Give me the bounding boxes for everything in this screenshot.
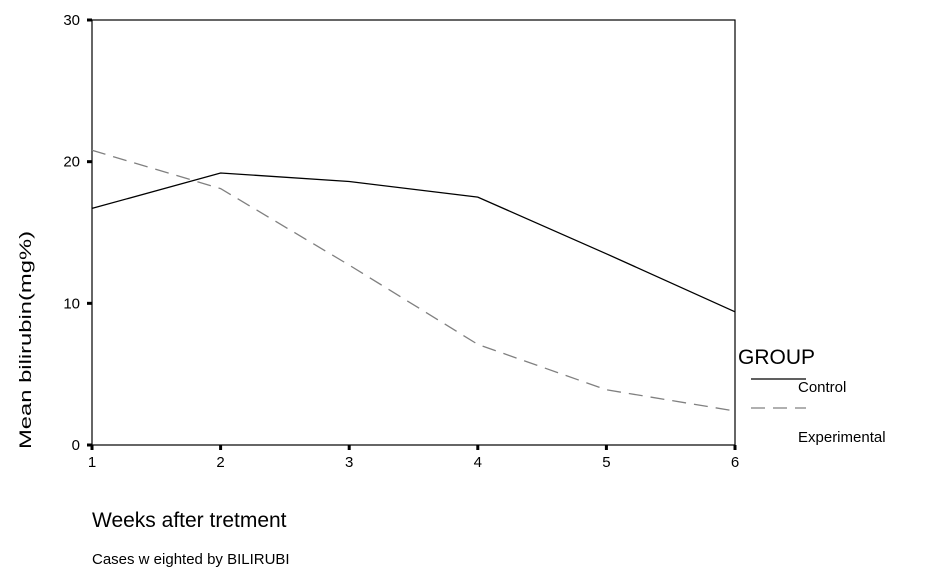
legend: GROUP Control Experimental — [738, 346, 886, 446]
y-tick-label: 10 — [63, 295, 80, 312]
plot-area — [91, 19, 736, 446]
y-tick-label: 30 — [63, 12, 80, 29]
legend-label-experimental: Experimental — [798, 429, 886, 446]
x-axis-ticks: 1 2 3 4 5 6 — [88, 445, 739, 471]
x-tick-label: 1 — [88, 454, 96, 471]
plot-frame — [91, 19, 736, 446]
x-tick-label: 6 — [731, 454, 739, 471]
legend-title: GROUP — [738, 346, 815, 369]
x-axis-title: Weeks after tretment — [92, 509, 287, 532]
footnote: Cases w eighted by BILIRUBI — [92, 551, 290, 568]
series-line-control — [91, 172, 736, 313]
y-tick-label: 0 — [72, 437, 80, 454]
x-tick-label: 4 — [474, 454, 482, 471]
y-tick-label: 20 — [63, 154, 80, 171]
y-axis-ticks: 0 10 20 30 — [63, 12, 92, 454]
x-tick-label: 2 — [216, 454, 224, 471]
series-lines — [91, 149, 736, 412]
series-line-experimental — [91, 149, 736, 412]
legend-label-control: Control — [798, 379, 846, 396]
y-axis-title: Mean bilirubin(mg%) — [16, 231, 35, 449]
x-tick-label: 3 — [345, 454, 353, 471]
x-tick-label: 5 — [602, 454, 610, 471]
